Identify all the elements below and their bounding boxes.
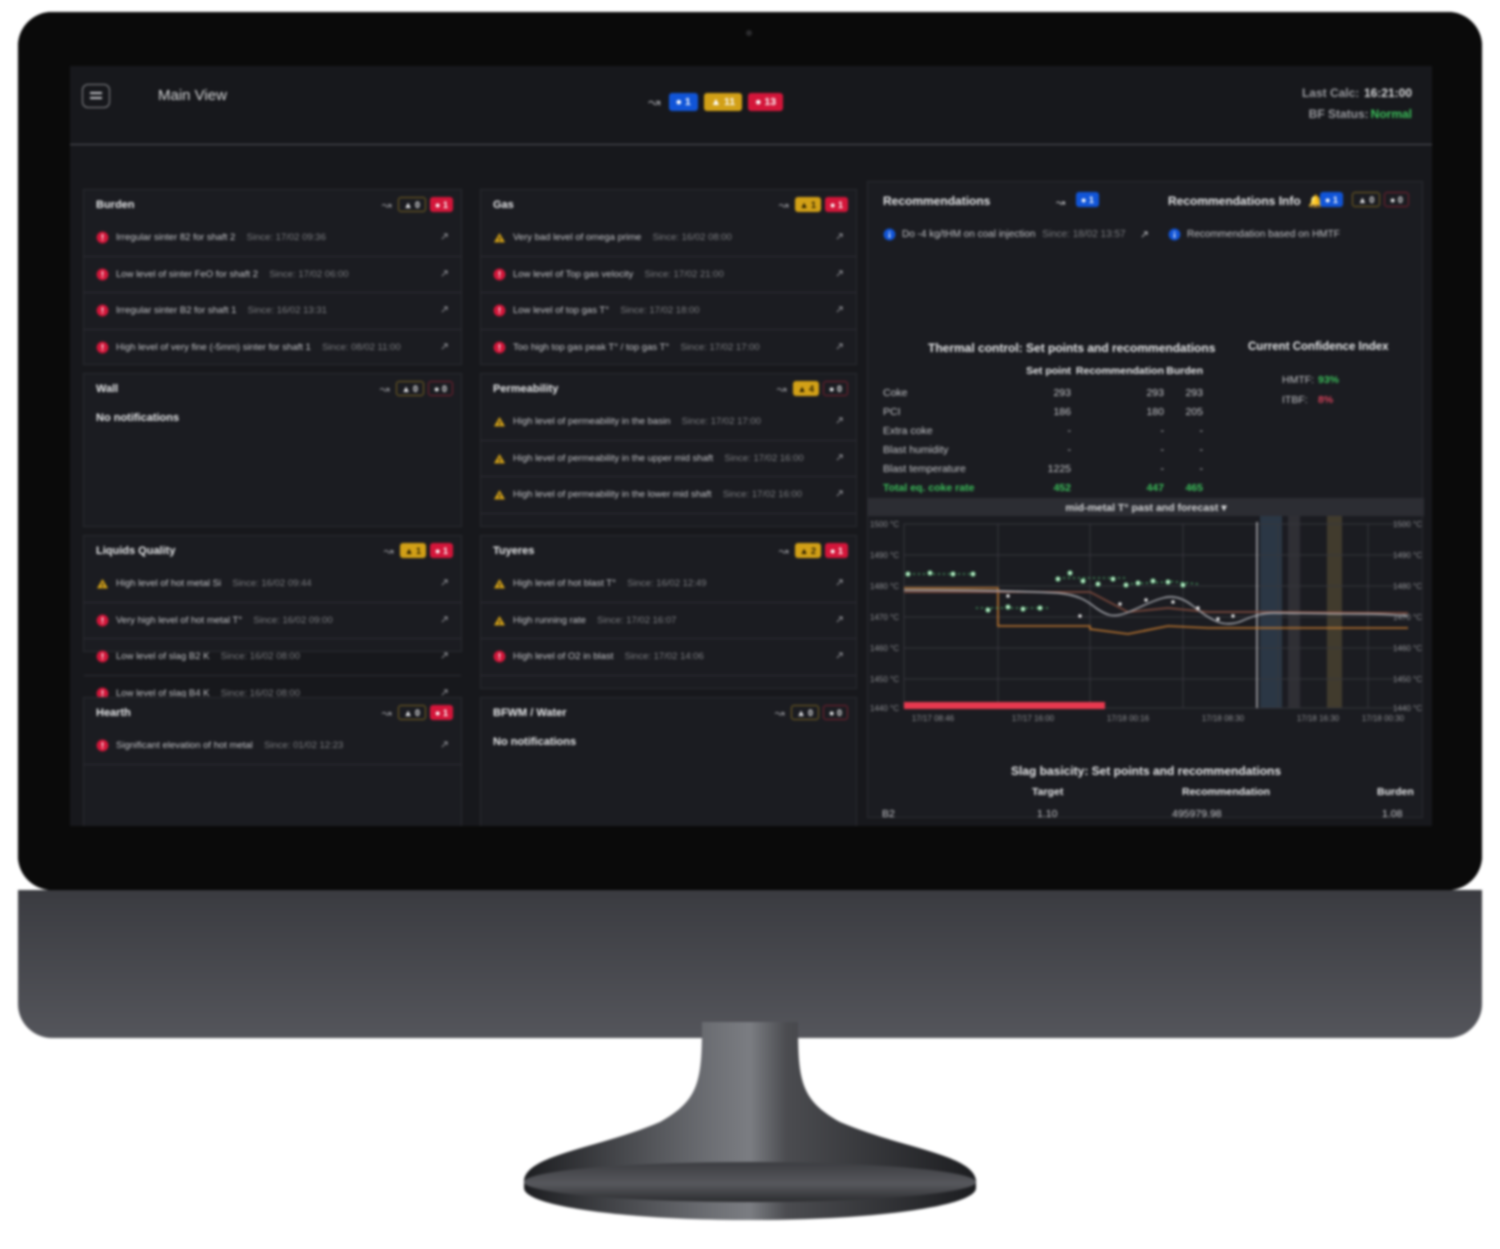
svg-text:1440 °C: 1440 °C	[870, 704, 899, 713]
svg-text:1460 °C: 1460 °C	[1393, 644, 1422, 653]
svg-text:1490 °C: 1490 °C	[870, 551, 899, 560]
svg-text:1470 °C: 1470 °C	[870, 613, 899, 622]
svg-text:17/17 16:00: 17/17 16:00	[1012, 714, 1055, 723]
svg-text:1500 °C: 1500 °C	[1393, 520, 1422, 529]
svg-text:17/18 00:30: 17/18 00:30	[1362, 714, 1405, 723]
svg-text:1440 °C: 1440 °C	[1393, 704, 1422, 713]
svg-text:1460 °C: 1460 °C	[870, 644, 899, 653]
svg-text:1470 °C: 1470 °C	[1393, 613, 1422, 622]
svg-text:17/17 08:46: 17/17 08:46	[912, 714, 955, 723]
svg-text:17/18 16:30: 17/18 16:30	[1297, 714, 1340, 723]
svg-text:1450 °C: 1450 °C	[1393, 675, 1422, 684]
svg-text:17/18 00:16: 17/18 00:16	[1107, 714, 1150, 723]
svg-text:1490 °C: 1490 °C	[1393, 551, 1422, 560]
svg-text:1450 °C: 1450 °C	[870, 675, 899, 684]
svg-text:1500 °C: 1500 °C	[870, 520, 899, 529]
svg-text:17/18 08:30: 17/18 08:30	[1202, 714, 1245, 723]
svg-text:1480 °C: 1480 °C	[1393, 582, 1422, 591]
svg-text:1480 °C: 1480 °C	[870, 582, 899, 591]
